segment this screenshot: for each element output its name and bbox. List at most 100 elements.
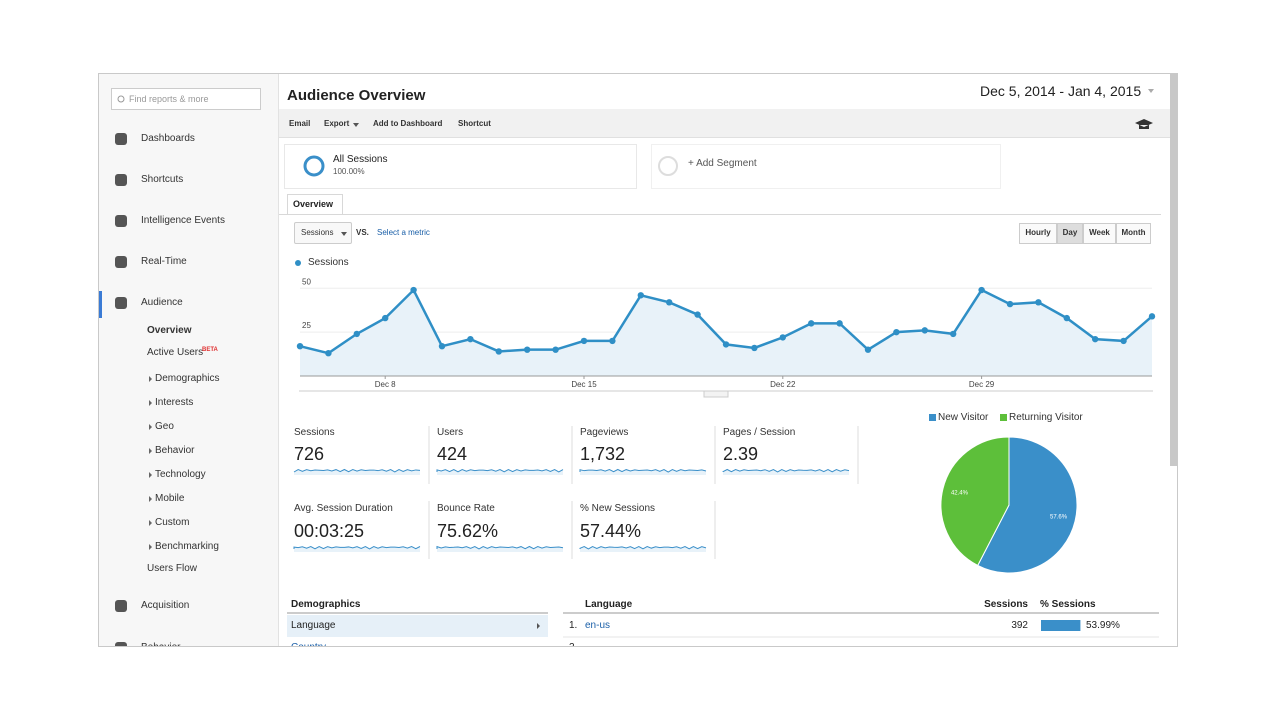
metric-value: 2.39 [723,444,759,464]
metric-label: Sessions [294,427,335,438]
expand-arrow [149,424,152,430]
nav-subitem[interactable]: Benchmarking [155,541,219,552]
search-placeholder[interactable]: Find reports & more [129,94,209,104]
nav-subitem[interactable]: Mobile [155,493,185,504]
nav-subitem[interactable]: Demographics [155,373,220,384]
nav-item[interactable]: Audience [141,297,183,308]
data-point [694,311,701,318]
nav-item[interactable]: Behavior [141,640,180,646]
data-point [978,286,985,294]
date-arrow [1148,89,1154,93]
nav-subitem[interactable]: Interests [155,397,194,408]
granularity-button[interactable] [1057,223,1083,244]
sparkline [579,545,707,550]
data-point [609,337,616,345]
row-language[interactable]: en-us [585,620,611,631]
expand-arrow [149,520,152,526]
column-header: % Sessions [1040,599,1096,610]
add-segment-box[interactable] [651,144,1001,189]
pie-slice [940,436,1010,567]
nav-icon [115,297,127,309]
nav-item[interactable]: Intelligence Events [141,215,225,226]
metric-value: 57.44% [580,521,642,541]
expand-arrow [149,472,152,478]
row-sessions: 392 [1011,620,1028,631]
add-segment[interactable]: + Add Segment [688,158,757,169]
toolbar-button[interactable]: Email [289,119,311,128]
date-range[interactable]: Dec 5, 2014 - Jan 4, 2015 [980,83,1142,99]
sparkline [722,468,850,473]
add-segment-ring [658,156,678,176]
granularity-label[interactable]: Month [1121,228,1146,237]
metric-dropdown[interactable] [294,222,352,244]
toolbar [279,109,1171,138]
nav-subitem[interactable]: Custom [155,517,190,528]
metric-value: 726 [294,444,325,464]
graphics-layer: 25 50 Dec 8 Dec 15 Dec 22 Dec 29 57.6% 42.4% [115,95,1159,646]
granularity-button[interactable] [1019,223,1057,244]
segment-box[interactable] [284,144,637,189]
column-header: Language [585,599,633,610]
data-point [325,349,332,357]
demographics-title: Demographics [291,599,361,610]
data-point [524,346,531,353]
x-tick-label: Dec 8 [375,380,396,389]
select-metric[interactable]: Select a metric [377,228,430,237]
nav-subitem[interactable]: Technology [155,469,206,480]
nav-item[interactable]: Shortcuts [141,174,184,185]
scrollbar-thumb[interactable] [1170,74,1177,466]
data-point [893,328,900,336]
granularity-button[interactable] [1116,223,1151,244]
demographic-item[interactable]: Language [291,620,336,631]
row-rank: 1. [569,620,578,631]
nav-icon [115,133,127,145]
nav-subitem[interactable]: Users Flow [147,563,198,574]
beta-badge: BETA [202,347,218,353]
data-point [552,346,559,353]
data-point [495,348,502,355]
toolbar-button[interactable]: Shortcut [458,119,491,128]
data-point [836,320,843,327]
legend-swatch [1000,414,1007,421]
expand-arrow [149,376,152,382]
data-point [382,314,389,322]
y-tick-label: 25 [302,321,311,330]
demographic-item[interactable]: Country [291,640,326,646]
nav-subitem[interactable]: Active Users [147,347,204,358]
pie-value-label: 57.6% [1050,515,1068,521]
metric-value: 1,732 [580,444,626,464]
tab-box[interactable] [287,194,343,215]
nav-icon [115,256,127,268]
nav-item[interactable]: Real-Time [141,256,187,267]
sparkline [293,468,421,473]
search-box[interactable] [111,88,261,110]
expand-arrow [149,544,152,550]
granularity-button[interactable] [1083,223,1116,244]
nav-active-indicator [99,291,102,318]
segment-name: All Sessions [333,154,388,165]
metric-label: Avg. Session Duration [294,503,393,514]
granularity-label[interactable]: Hourly [1025,228,1051,237]
data-point [751,344,758,352]
nav-item[interactable]: Dashboards [141,133,195,144]
nav-item[interactable]: Acquisition [141,600,190,611]
nav-subitem[interactable]: Behavior [155,445,195,456]
x-tick-label: Dec 15 [571,380,597,389]
data-point [1092,335,1099,343]
tab[interactable]: Overview [293,199,334,209]
granularity-label[interactable]: Day [1062,228,1078,237]
metric-label: Pages / Session [723,427,796,438]
page-title: Audience Overview [287,87,426,104]
nav-subitem[interactable]: Geo [155,421,174,432]
expand-arrow [149,400,152,406]
toolbar-button[interactable]: Export [324,119,350,128]
granularity-label[interactable]: Week [1089,228,1110,237]
sparkline [293,545,421,550]
data-point [296,342,304,350]
nav-subitem[interactable]: Overview [147,325,192,336]
sparkline [436,545,564,550]
data-point [1035,299,1042,306]
metric-picker[interactable]: Sessions [301,228,334,237]
toolbar-button[interactable]: Add to Dashboard [373,119,443,128]
legend-dot [295,260,301,266]
